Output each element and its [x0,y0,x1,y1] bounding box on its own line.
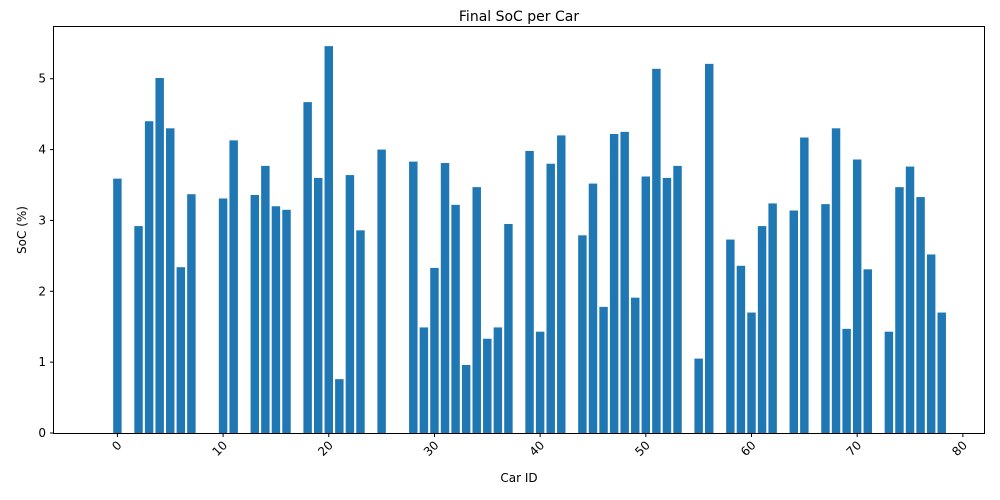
x-tick-label: 80 [949,438,970,459]
plot-area-frame [53,26,985,434]
bar-car-4 [155,78,164,434]
bar-car-33 [461,364,471,433]
bar-car-40 [535,331,545,433]
bar-car-50 [641,176,651,433]
bar-car-59 [736,265,746,433]
x-tick-label: 10 [210,438,231,459]
bar-car-39 [525,151,534,433]
bar-car-32 [451,204,460,433]
bar-car-0 [113,178,122,433]
bar-car-65 [800,137,809,433]
bar-car-41 [546,163,555,433]
x-tick-label: 70 [844,438,865,459]
y-tick-label: 2 [38,284,46,298]
bar-car-74 [895,187,904,433]
x-axis-label: Car ID [500,471,537,485]
bar-car-37 [504,223,513,433]
bar-car-55 [694,358,703,433]
bar-car-25 [377,149,386,433]
y-axis-label: SoC (%) [15,206,29,254]
bar-car-52 [662,177,672,433]
y-tick-label: 4 [38,143,46,157]
y-tick-label: 1 [38,355,46,369]
bar-car-62 [768,203,777,433]
bar-car-6 [176,267,186,433]
bar-car-20 [324,46,333,433]
bar-car-67 [821,204,830,433]
bar-car-18 [303,102,312,434]
bar-car-70 [852,159,862,433]
bar-car-16 [282,209,291,433]
y-tick-label: 3 [38,213,46,227]
bar-car-48 [620,131,629,433]
x-tick-label: 40 [527,438,548,459]
bar-car-36 [493,327,503,433]
bar-car-69 [842,328,851,433]
bar-car-64 [789,210,798,433]
bar-car-47 [609,133,619,434]
bar-car-5 [166,128,175,433]
bar-car-22 [345,175,355,433]
bar-car-45 [588,183,598,433]
bar-car-46 [599,306,608,433]
bar-car-35 [483,338,492,433]
bar-car-21 [335,379,344,433]
bar-car-2 [134,226,143,433]
bar-car-53 [673,165,682,433]
bars-layer [113,46,946,434]
bar-car-78 [937,312,946,433]
bar-car-13 [250,194,260,433]
bar-car-3 [144,121,154,434]
bar-car-30 [430,267,439,433]
bar-car-14 [261,165,270,433]
bar-car-42 [557,135,566,433]
bar-car-28 [409,161,418,433]
bar-car-71 [863,269,872,433]
bar-car-31 [440,163,450,434]
bar-car-73 [884,331,894,433]
bar-car-11 [229,140,238,433]
x-tick-label: 50 [632,438,653,459]
chart-title: Final SoC per Car [459,9,579,25]
bar-car-10 [218,198,228,433]
bar-car-19 [313,177,323,433]
x-tick-label: 0 [109,438,124,453]
bar-car-76 [916,197,925,433]
y-tick-label: 5 [38,72,46,86]
bar-car-60 [747,312,756,433]
bar-car-49 [631,297,640,433]
bar-car-51 [652,68,661,434]
bar-car-75 [905,166,915,433]
bar-car-61 [757,226,767,433]
x-tick-label: 60 [738,438,759,459]
bar-car-23 [356,230,365,433]
bar-car-7 [187,194,196,433]
bar-car-15 [271,206,281,433]
bar-car-34 [472,187,481,433]
bar-car-77 [926,254,936,433]
x-tick-label: 20 [315,438,336,459]
bar-car-56 [705,63,714,434]
bar-car-29 [419,327,429,433]
bar-car-44 [578,235,587,433]
bar-car-58 [726,239,735,433]
x-tick-label: 30 [421,438,442,459]
y-tick-label: 0 [38,426,46,440]
bar-car-68 [831,128,841,433]
